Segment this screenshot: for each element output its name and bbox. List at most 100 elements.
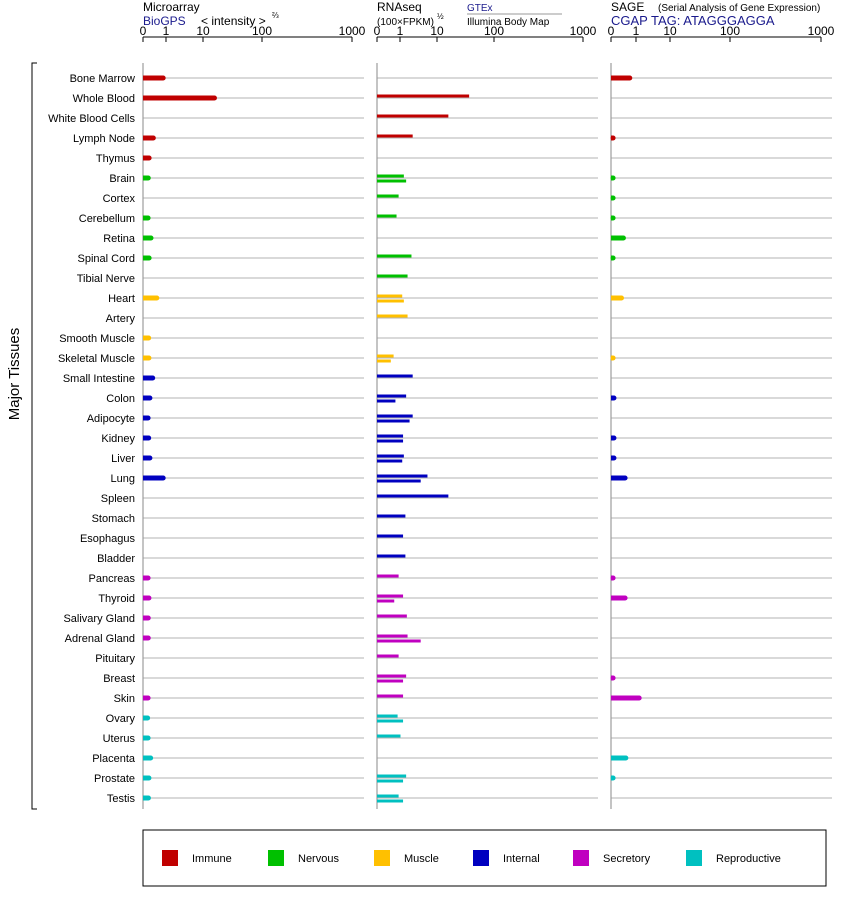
x-tick-label: 1000: [570, 24, 597, 38]
tissue-label: Bone Marrow: [70, 73, 135, 85]
sage-bar-cap: [611, 455, 617, 461]
microarray-bar-cap: [146, 255, 152, 261]
tissue-label: Cerebellum: [79, 213, 135, 225]
sage-header: SAGE (Serial Analysis of Gene Expression…: [611, 0, 820, 28]
x-tick-label: 10: [663, 24, 677, 38]
tissue-label: Spleen: [101, 493, 135, 505]
tissue-label: Artery: [106, 313, 136, 325]
sage-bar-cap: [610, 675, 616, 681]
microarray-bar-cap: [146, 355, 152, 361]
microarray-bar-cap: [145, 575, 151, 581]
microarray-bar-cap: [150, 135, 156, 141]
microarray-bar-cap: [146, 595, 152, 601]
microarray-bar-cap: [145, 615, 151, 621]
sage-bar-cap: [610, 175, 616, 181]
tissue-label: Liver: [111, 453, 135, 465]
tissue-label: Bladder: [97, 553, 135, 565]
microarray-bar-cap: [145, 635, 151, 641]
illumina-label: Illumina Body Map: [467, 17, 550, 28]
fpkm-label: (100×FPKM): [377, 17, 434, 28]
tissue-label: Skin: [114, 693, 135, 705]
sage-panel: 0 1 10 100 1000: [608, 24, 835, 809]
x-tick-label: 0: [140, 24, 147, 38]
sage-bar-cap: [610, 215, 616, 221]
legend-label-secretory: Secretory: [603, 853, 651, 865]
tissue-label: Salivary Gland: [63, 613, 135, 625]
tissue-label: Placenta: [92, 753, 136, 765]
legend-swatch-reproductive: [686, 850, 702, 866]
microarray-bar-cap: [211, 95, 217, 101]
sage-bar-cap: [611, 435, 617, 441]
tissue-label: Small Intestine: [63, 373, 135, 385]
x-tick-label: 10: [430, 24, 444, 38]
microarray-title: Microarray: [143, 0, 200, 14]
tissue-label: Colon: [106, 393, 135, 405]
tissue-label: Kidney: [101, 433, 135, 445]
x-tick-label: 100: [252, 24, 272, 38]
x-tick-label: 1000: [808, 24, 835, 38]
x-tick-label: 0: [608, 24, 615, 38]
sage-bar-cap: [610, 135, 616, 141]
legend-label-immune: Immune: [192, 853, 232, 865]
tissue-label: Smooth Muscle: [59, 333, 135, 345]
tissue-label: Adipocyte: [87, 413, 135, 425]
sage-bar-cap: [636, 695, 642, 701]
microarray-bar-cap: [145, 695, 151, 701]
sage-bar-cap: [610, 775, 616, 781]
legend-swatch-immune: [162, 850, 178, 866]
rnaseq-header: RNAseq (100×FPKM) ½ GTEx Illumina Body M…: [377, 0, 562, 28]
tissue-label: Lung: [111, 473, 135, 485]
x-tick-label: 1: [633, 24, 640, 38]
sage-bar-cap: [623, 755, 629, 761]
microarray-bar-cap: [145, 175, 151, 181]
tissue-label: Whole Blood: [73, 93, 135, 105]
legend-swatch-secretory: [573, 850, 589, 866]
microarray-bar-cap: [146, 335, 152, 341]
tissue-label: Adrenal Gland: [65, 633, 135, 645]
microarray-bar-cap: [146, 775, 152, 781]
microarray-bar-cap: [148, 235, 154, 241]
tissue-label: Uterus: [103, 733, 136, 745]
microarray-bar-cap: [147, 395, 153, 401]
x-tick-label: 100: [720, 24, 740, 38]
tissue-label: Stomach: [92, 513, 135, 525]
legend-label-muscle: Muscle: [404, 853, 439, 865]
cgap-tag-label: CGAP TAG: ATAGGGAGGA: [611, 13, 775, 28]
sage-bar-cap: [610, 575, 616, 581]
intensity-exponent: ⅔: [272, 11, 279, 20]
sage-bar-cap: [622, 595, 628, 601]
x-tick-label: 10: [196, 24, 210, 38]
legend: Immune Nervous Muscle Internal Secretory Repr…: [162, 850, 781, 866]
tissue-label: Brain: [109, 173, 135, 185]
tissue-label: Esophagus: [80, 533, 136, 545]
microarray-bar-cap: [154, 295, 160, 301]
major-tissues-label: Major Tissues: [6, 328, 23, 421]
microarray-bar-cap: [145, 415, 151, 421]
sage-bar-cap: [610, 355, 616, 361]
sage-bar-cap: [622, 475, 628, 481]
tissue-bracket: [31, 62, 37, 810]
tissue-label: Ovary: [106, 713, 136, 725]
legend-swatch-internal: [473, 850, 489, 866]
tissue-label: Tibial Nerve: [77, 273, 135, 285]
sage-bar-cap: [619, 295, 624, 301]
tissue-label: Testis: [107, 793, 136, 805]
legend-label-internal: Internal: [503, 853, 540, 865]
tissue-label: Thymus: [96, 153, 136, 165]
microarray-header: Microarray BioGPS < intensity > ⅔: [143, 0, 279, 28]
tissue-label: Thyroid: [98, 593, 135, 605]
gtex-label: GTEx: [467, 3, 493, 14]
microarray-bar-cap: [145, 215, 151, 221]
x-tick-label: 100: [484, 24, 504, 38]
tissue-label: Cortex: [103, 193, 136, 205]
legend-swatch-nervous: [268, 850, 284, 866]
tissue-label: White Blood Cells: [48, 113, 135, 125]
sage-bar-cap: [620, 235, 626, 241]
sage-bar-cap: [610, 255, 616, 261]
microarray-panel: 0 1 10 100 1000: [140, 24, 366, 809]
tissue-label: Pituitary: [95, 653, 135, 665]
intensity-label: < intensity >: [201, 14, 266, 28]
rnaseq-title: RNAseq: [377, 0, 422, 14]
sage-bar-cap: [627, 75, 633, 81]
